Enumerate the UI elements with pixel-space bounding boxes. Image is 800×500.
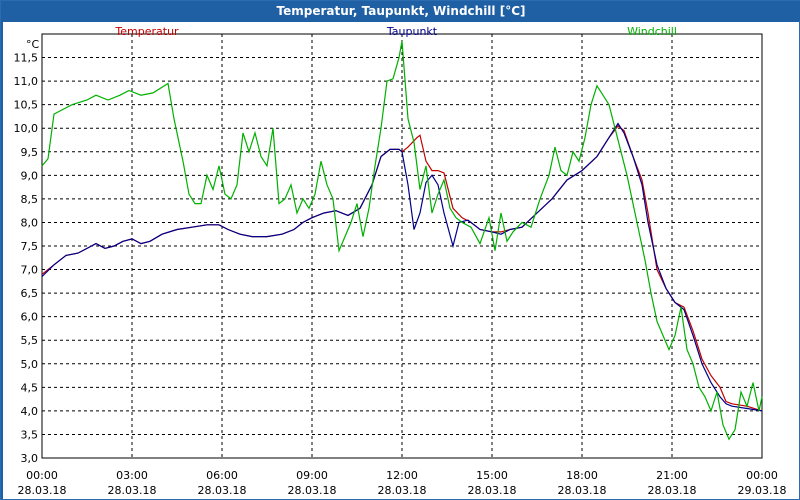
x-tick-date: 28.03.18 bbox=[648, 484, 697, 497]
x-tick-time: 18:00 bbox=[566, 469, 598, 482]
x-tick-date: 28.03.18 bbox=[18, 484, 67, 497]
x-tick-time: 06:00 bbox=[206, 469, 238, 482]
y-tick-label: 3,5 bbox=[21, 428, 39, 441]
series-line-windchill bbox=[41, 40, 763, 441]
x-tick-date: 28.03.18 bbox=[378, 484, 427, 497]
y-tick-label: 9,5 bbox=[21, 146, 39, 159]
plot-frame bbox=[41, 33, 763, 459]
x-tick-time: 00:00 bbox=[746, 469, 778, 482]
y-tick-label: 10,5 bbox=[14, 99, 39, 112]
y-tick-label: 8,5 bbox=[21, 193, 39, 206]
x-tick-time: 21:00 bbox=[656, 469, 688, 482]
y-tick-label: 10,0 bbox=[14, 122, 39, 135]
y-tick-label: 5,5 bbox=[21, 334, 39, 347]
series-line-taupunkt bbox=[41, 122, 763, 412]
x-tick-date: 28.03.18 bbox=[198, 484, 247, 497]
legend-entry-temperatur: Temperatur bbox=[114, 25, 179, 38]
y-tick-label: 6,0 bbox=[21, 311, 39, 324]
x-tick-time: 15:00 bbox=[476, 469, 508, 482]
x-tick-date: 28.03.18 bbox=[108, 484, 157, 497]
x-tick-date: 28.03.18 bbox=[468, 484, 517, 497]
y-axis-unit: °C bbox=[26, 38, 40, 51]
x-tick-time: 03:00 bbox=[116, 469, 148, 482]
legend-entry-windchill: Windchill bbox=[627, 25, 677, 38]
legend-entry-taupunkt: Taupunkt bbox=[386, 25, 438, 38]
y-tick-label: 4,5 bbox=[21, 381, 39, 394]
x-tick-time: 09:00 bbox=[296, 469, 328, 482]
y-tick-label: 3,0 bbox=[21, 452, 39, 465]
y-tick-label: 8,0 bbox=[21, 216, 39, 229]
x-tick-time: 00:00 bbox=[26, 469, 58, 482]
y-tick-label: 7,5 bbox=[21, 240, 39, 253]
y-tick-label: 11,0 bbox=[14, 75, 39, 88]
y-tick-label: 7,0 bbox=[21, 264, 39, 277]
x-tick-date: 28.03.18 bbox=[288, 484, 337, 497]
x-tick-date: 29.03.18 bbox=[738, 484, 787, 497]
y-tick-label: 5,0 bbox=[21, 358, 39, 371]
x-tick-time: 12:00 bbox=[386, 469, 418, 482]
y-tick-label: 9,0 bbox=[21, 169, 39, 182]
chart-title: Temperatur, Taupunkt, Windchill [°C] bbox=[1, 1, 800, 21]
y-tick-label: 11,5 bbox=[14, 52, 39, 65]
y-tick-label: 4,0 bbox=[21, 405, 39, 418]
y-tick-label: 6,5 bbox=[21, 287, 39, 300]
x-tick-date: 28.03.18 bbox=[558, 484, 607, 497]
